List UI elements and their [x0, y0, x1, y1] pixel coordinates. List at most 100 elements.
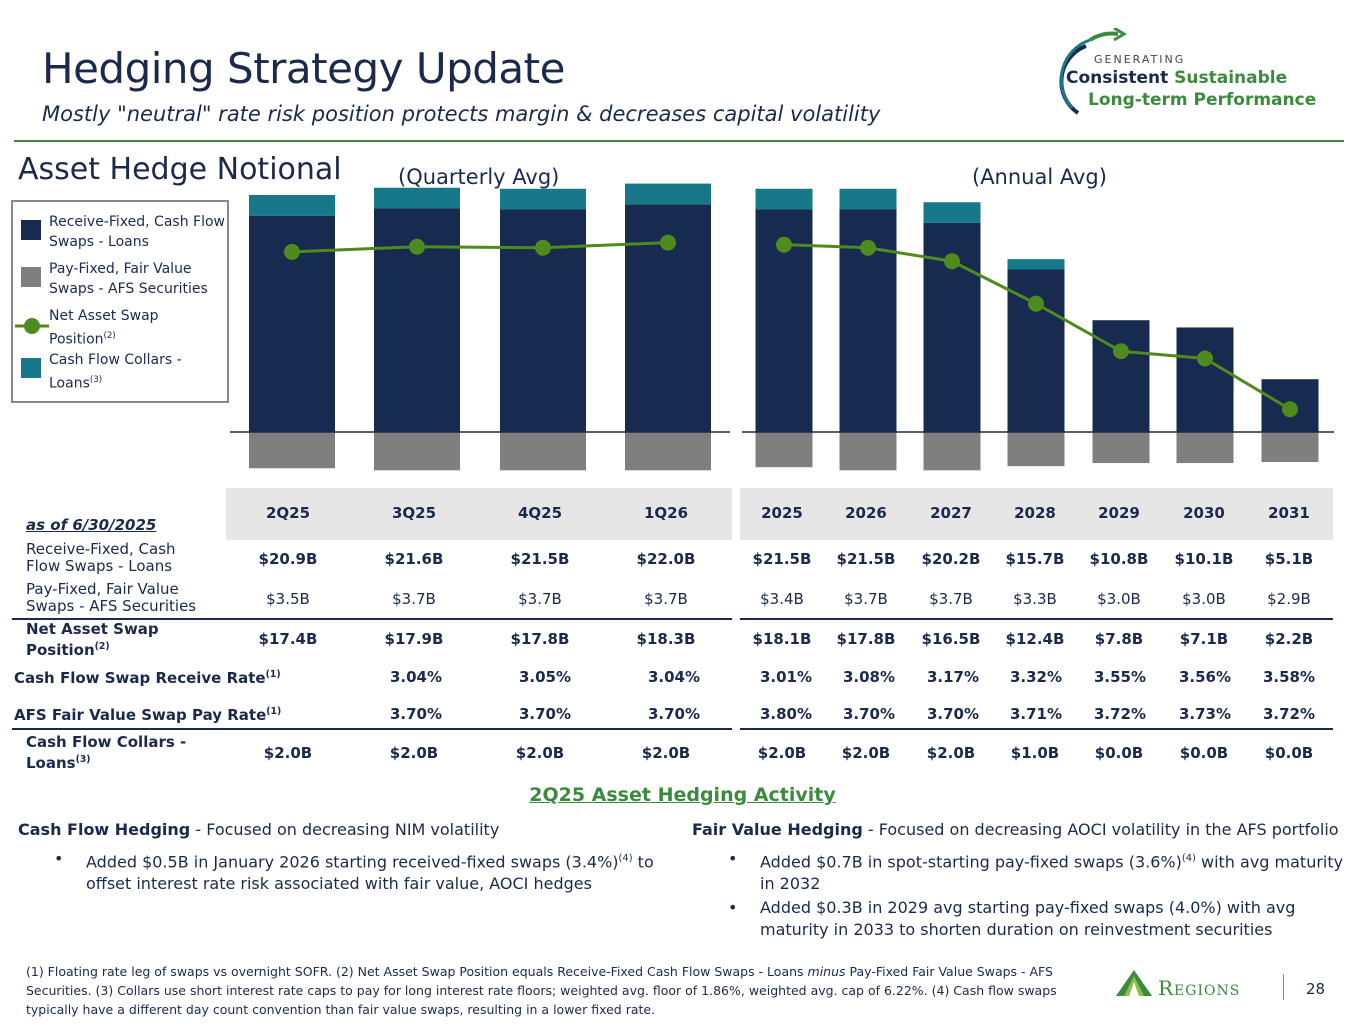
table-cell: $3.7B	[392, 590, 436, 608]
table-row-label-text: Receive-Fixed, Cash Flow Swaps - Loans	[26, 540, 176, 575]
bar-collars-2026	[839, 188, 897, 210]
bar-pay-fixed-2025	[755, 432, 813, 468]
legend-item-pay-fixed: Pay-Fixed, Fair Value Swaps - AFS Securi…	[13, 259, 227, 299]
legend-item-net-asset: Net Asset Swap Position(2)	[13, 306, 227, 348]
table-cell: $7.8B	[1094, 630, 1144, 648]
table-cell: 3.72%	[1093, 705, 1147, 723]
table-col-header-2025: 2025	[761, 504, 803, 522]
bar-collars-2027	[923, 202, 981, 223]
table-cell: $3.7B	[929, 590, 973, 608]
table-row-label: Pay-Fixed, Fair Value Swaps - AFS Securi…	[26, 581, 211, 615]
table-row-label-sup: (3)	[75, 754, 91, 765]
legend-label-net-asset: Net Asset Swap Position(2)	[49, 306, 219, 350]
table-divider	[12, 728, 732, 730]
legend-swatch-gray	[21, 267, 41, 287]
legend-item-receive-fixed: Receive-Fixed, Cash Flow Swaps - Loans	[13, 212, 227, 252]
bar-collars-2028	[1007, 259, 1065, 270]
table-row-label-sup: (1)	[266, 706, 282, 717]
table-cell: 3.80%	[759, 705, 813, 723]
table-col-header-4Q25: 4Q25	[517, 504, 563, 522]
page-number: 28	[1306, 980, 1326, 998]
bullet-dot: •	[54, 849, 64, 868]
table-divider	[12, 618, 732, 620]
table-cell: $2.0B	[263, 744, 313, 762]
table-cell: $3.0B	[1182, 590, 1226, 608]
table-cell: $16.5B	[921, 630, 981, 648]
table-row-label: Cash Flow Collars - Loans(3)	[26, 734, 201, 772]
table-cell: 3.73%	[1178, 705, 1232, 723]
legend-net-asset-sup: (2)	[103, 331, 116, 341]
fair-value-bullet-2: • Added $0.3B in 2029 avg starting pay-fi…	[728, 897, 1355, 941]
cash-flow-bullet: • Added $0.5B in January 2026 starting re…	[54, 848, 661, 895]
table-cell: $3.7B	[844, 590, 888, 608]
net-asset-point-1Q26	[660, 234, 676, 251]
net-asset-point-2029	[1113, 343, 1129, 360]
header-divider	[14, 140, 1344, 142]
legend-label-receive-fixed: Receive-Fixed, Cash Flow Swaps - Loans	[49, 214, 225, 250]
logo-line-consistent: Consistent Sustainable	[1066, 68, 1287, 88]
legend-swatch-navy	[21, 220, 41, 240]
table-col-header-2030: 2030	[1183, 504, 1225, 522]
circular-arrow-icon	[1059, 28, 1127, 115]
bar-collars-4Q25	[500, 188, 586, 210]
logo-word-sustainable: Sustainable	[1174, 68, 1288, 88]
hedge-table: as of 6/30/2025 2Q25 3Q25 4Q25 1Q26 2025 2026…	[12, 488, 1333, 772]
table-row-label: AFS Fair Value Swap Pay Rate(1)	[14, 703, 284, 724]
fair-value-bullet-2-text: Added $0.3B in 2029 avg starting pay-fix…	[760, 898, 1296, 939]
table-cell: $2.2B	[1264, 630, 1314, 648]
legend-net-asset-text: Net Asset Swap Position	[49, 308, 159, 348]
table-cell: $3.5B	[266, 590, 310, 608]
table-cell: $21.5B	[836, 550, 896, 568]
bar-receive-fixed-2030	[1176, 327, 1234, 432]
regions-wordmark: Regions	[1158, 976, 1241, 1000]
quarterly-group-label: (Quarterly Avg)	[398, 165, 560, 189]
bar-collars-2025	[755, 188, 813, 210]
legend-swatch-teal	[21, 358, 41, 378]
net-asset-point-2025	[776, 236, 792, 253]
bar-pay-fixed-2028	[1007, 432, 1065, 467]
as-of-date: as of 6/30/2025	[26, 516, 157, 534]
bar-pay-fixed-3Q25	[374, 432, 460, 471]
table-cell: 3.55%	[1093, 668, 1147, 686]
table-row-label-text: Cash Flow Collars - Loans	[26, 733, 187, 772]
table-cell: $12.4B	[1005, 630, 1065, 648]
table-cell: 3.70%	[842, 705, 896, 723]
table-cell: $15.7B	[1005, 550, 1065, 568]
table-cell: $21.5B	[752, 550, 812, 568]
bar-pay-fixed-2031	[1261, 432, 1319, 463]
page-subtitle: Mostly "neutral" rate risk position prot…	[42, 102, 881, 126]
table-cell: $10.8B	[1089, 550, 1149, 568]
table-col-header-2029: 2029	[1098, 504, 1140, 522]
bar-pay-fixed-2027	[923, 432, 981, 471]
table-cell: $10.1B	[1174, 550, 1234, 568]
table-cell: 3.04%	[389, 668, 443, 686]
net-asset-point-2027	[944, 253, 960, 270]
table-col-header-2031: 2031	[1268, 504, 1310, 522]
table-cell: $0.0B	[1264, 744, 1314, 762]
footnote-part2: Pay-Fixed Fair Value Swaps - AFS Securit…	[26, 964, 1057, 1017]
net-asset-point-2030	[1197, 350, 1213, 367]
bar-pay-fixed-1Q26	[625, 432, 711, 471]
fair-value-bullet-1: • Added $0.7B in spot-starting pay-fixed …	[728, 848, 1355, 895]
section-title: Asset Hedge Notional	[18, 152, 342, 187]
annual-group-label: (Annual Avg)	[972, 165, 1107, 189]
legend-collars-text: Cash Flow Collars - Loans	[49, 352, 182, 392]
table-cell: $3.4B	[760, 590, 804, 608]
table-col-header-2026: 2026	[845, 504, 887, 522]
cash-flow-bullet-text2: to offset interest rate risk associated …	[86, 852, 654, 894]
table-cell: 3.01%	[759, 668, 813, 686]
bar-collars-3Q25	[374, 187, 460, 209]
table-cell: $21.6B	[384, 550, 444, 568]
bar-pay-fixed-4Q25	[500, 432, 586, 471]
table-cell: 3.08%	[842, 668, 896, 686]
table-cell: $17.8B	[836, 630, 896, 648]
table-cell: $7.1B	[1179, 630, 1229, 648]
legend-label-pay-fixed: Pay-Fixed, Fair Value Swaps - AFS Securi…	[49, 261, 208, 297]
brand-separator	[1283, 974, 1284, 1000]
table-cell: $2.0B	[515, 744, 565, 762]
table-cell: $3.3B	[1013, 590, 1057, 608]
table-cell: 3.70%	[926, 705, 980, 723]
regions-logo-icon	[1116, 970, 1152, 996]
table-cell: 3.05%	[518, 668, 572, 686]
table-header-band-annual	[740, 488, 1333, 540]
